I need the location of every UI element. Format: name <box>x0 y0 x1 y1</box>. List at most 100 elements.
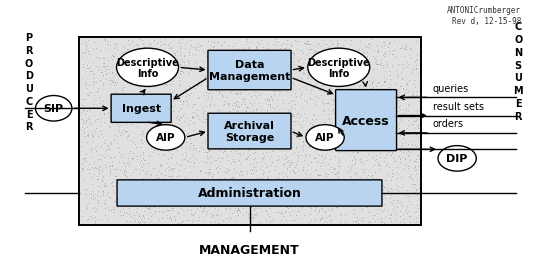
Point <box>311 189 320 194</box>
Point <box>219 186 228 190</box>
Point <box>166 42 174 46</box>
Point <box>224 168 233 172</box>
Point <box>163 157 172 161</box>
Point <box>317 57 326 61</box>
Point <box>236 60 245 64</box>
Point <box>411 188 420 192</box>
Point <box>282 119 291 123</box>
Point <box>121 173 130 177</box>
Point <box>267 147 276 151</box>
Point <box>261 190 270 194</box>
Point <box>306 176 315 180</box>
Point <box>146 172 155 176</box>
Point <box>304 146 313 150</box>
Point <box>192 206 201 210</box>
Point <box>337 97 345 101</box>
Point <box>332 205 341 209</box>
Point <box>367 182 376 186</box>
Point <box>386 82 395 86</box>
Point <box>226 192 234 196</box>
Point <box>238 141 247 146</box>
Point <box>211 220 219 224</box>
Point <box>322 56 331 60</box>
Point <box>175 65 184 69</box>
Point <box>318 84 327 88</box>
Point <box>123 138 131 142</box>
Point <box>278 201 287 205</box>
Point <box>150 179 159 183</box>
Point <box>378 101 387 105</box>
Point <box>176 107 185 112</box>
Point <box>131 167 140 171</box>
Point <box>307 177 316 181</box>
Point <box>271 44 280 48</box>
Point <box>213 108 222 112</box>
Point <box>168 121 177 125</box>
Point <box>329 111 338 115</box>
Point <box>197 209 206 213</box>
Point <box>226 124 234 128</box>
Point <box>233 151 242 155</box>
Point <box>254 54 262 58</box>
Point <box>411 67 420 71</box>
Point <box>80 156 89 160</box>
Point <box>199 60 207 64</box>
Point <box>336 80 345 84</box>
Point <box>155 191 163 195</box>
Point <box>109 190 118 195</box>
Point <box>346 94 355 99</box>
Point <box>117 196 126 200</box>
Point <box>372 121 381 125</box>
Point <box>282 201 291 205</box>
Point <box>192 202 201 207</box>
Point <box>88 122 97 126</box>
Point <box>241 56 250 60</box>
Point <box>400 112 409 116</box>
Point <box>92 144 101 148</box>
Point <box>266 130 274 134</box>
Point <box>236 51 245 55</box>
Point <box>364 42 373 46</box>
Point <box>204 57 213 61</box>
Point <box>155 176 163 180</box>
Point <box>343 74 352 78</box>
Point <box>379 202 388 206</box>
Point <box>177 197 185 201</box>
Point <box>401 91 410 95</box>
Point <box>327 66 336 70</box>
Point <box>185 54 194 58</box>
Point <box>189 111 197 115</box>
Point <box>126 220 135 225</box>
Point <box>288 88 297 92</box>
Point <box>122 110 130 115</box>
Point <box>281 218 290 222</box>
Point <box>166 167 175 171</box>
Point <box>270 168 279 172</box>
Point <box>388 135 397 139</box>
Point <box>376 64 385 68</box>
Point <box>143 179 152 183</box>
Point <box>390 209 399 213</box>
Point <box>306 70 315 74</box>
Point <box>357 100 366 104</box>
Point <box>278 55 287 59</box>
Point <box>243 106 251 110</box>
Point <box>116 133 125 137</box>
Point <box>238 172 246 177</box>
Point <box>236 198 245 202</box>
Point <box>334 161 343 165</box>
Point <box>353 109 361 114</box>
Text: N: N <box>514 48 522 58</box>
Point <box>102 78 111 82</box>
Point <box>396 47 405 51</box>
Point <box>98 99 107 103</box>
Point <box>226 193 235 197</box>
Point <box>234 213 243 217</box>
Point <box>305 172 314 177</box>
Point <box>125 164 134 168</box>
Point <box>229 102 238 106</box>
Point <box>168 179 177 183</box>
Point <box>298 205 306 209</box>
Point <box>138 39 146 43</box>
Point <box>377 124 386 128</box>
